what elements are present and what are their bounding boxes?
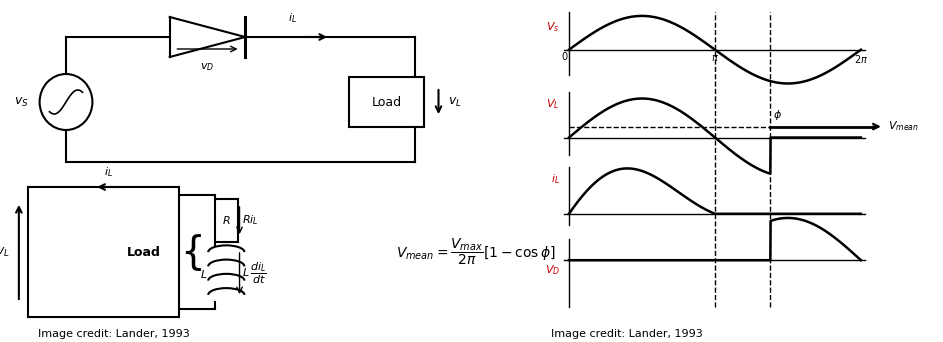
Text: $i_L$: $i_L$ — [551, 172, 560, 186]
Text: $2\pi$: $2\pi$ — [853, 53, 868, 65]
Text: {: { — [180, 233, 205, 271]
Bar — [215, 199, 238, 242]
Text: $V_s$: $V_s$ — [546, 20, 560, 34]
Text: $v_D$: $v_D$ — [200, 61, 215, 73]
Text: $v_S$: $v_S$ — [13, 95, 28, 108]
Bar — [349, 77, 424, 127]
Text: $V_L$: $V_L$ — [546, 97, 560, 111]
Text: Image credit: Lander, 1993: Image credit: Lander, 1993 — [38, 329, 190, 339]
Text: $Ri_L$: $Ri_L$ — [242, 214, 259, 227]
Text: $L\,\dfrac{di_L}{dt}$: $L\,\dfrac{di_L}{dt}$ — [242, 261, 267, 286]
Text: $V_{mean}$: $V_{mean}$ — [888, 120, 919, 133]
Text: $i_L$: $i_L$ — [104, 165, 113, 179]
Text: Load: Load — [126, 246, 160, 259]
Text: $V_{mean} = \dfrac{V_{max}}{2\pi}[1 - \cos\phi]$: $V_{mean} = \dfrac{V_{max}}{2\pi}[1 - \c… — [396, 237, 555, 267]
Text: $V_D$: $V_D$ — [545, 263, 560, 277]
Text: $v_L$: $v_L$ — [0, 246, 9, 259]
Text: $\pi$: $\pi$ — [711, 53, 719, 63]
Text: $i_L$: $i_L$ — [288, 11, 297, 25]
Text: Image credit: Lander, 1993: Image credit: Lander, 1993 — [551, 329, 703, 339]
Text: $v_L$: $v_L$ — [448, 95, 462, 108]
Text: Load: Load — [372, 95, 402, 108]
Text: $R$: $R$ — [222, 214, 231, 226]
Text: 0: 0 — [561, 52, 567, 62]
Text: $\phi$: $\phi$ — [773, 108, 782, 121]
Text: $L$: $L$ — [200, 267, 207, 279]
